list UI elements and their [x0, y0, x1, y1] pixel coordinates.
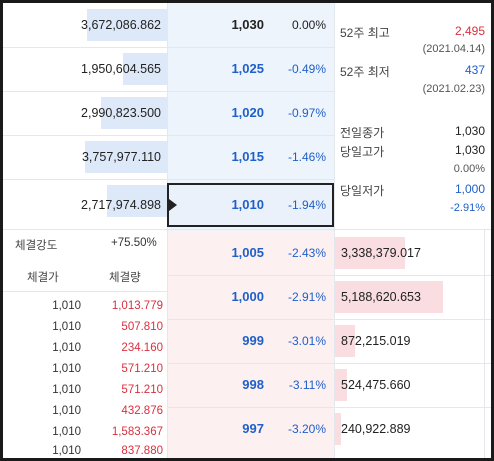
ask-price: 1,020: [231, 105, 264, 120]
bid-price-row[interactable]: 1,005 -2.43%: [167, 231, 334, 275]
trade-row: 1,010 234.160: [3, 338, 167, 359]
strength-label: 체결강도: [15, 240, 58, 252]
ask-price: 1,015: [231, 149, 264, 164]
day-low-label: 당일저가: [340, 184, 385, 198]
bid-volume: 524,475.660: [341, 378, 411, 392]
bid-volume-bar: [335, 325, 355, 357]
trade-price: 1,010: [52, 300, 81, 312]
trade-price: 1,010: [52, 405, 81, 417]
ask-volume: 1,950,604.565: [81, 62, 161, 76]
trade-price-header: 체결가: [27, 272, 59, 284]
trade-price: 1,010: [52, 426, 81, 438]
trade-qty: 571.210: [121, 384, 163, 396]
bid-price: 999: [242, 333, 264, 348]
day-low-value: 1,000: [454, 182, 485, 196]
trade-qty: 571.210: [121, 363, 163, 375]
bid-price: 1,005: [231, 245, 264, 260]
ask-price-row[interactable]: 1,010 -1.94%: [167, 183, 334, 227]
trade-qty: 234.160: [121, 342, 163, 354]
trade-price: 1,010: [52, 384, 81, 396]
bid-volume: 5,188,620.653: [341, 290, 421, 304]
ask-price-row[interactable]: 1,030 0.00%: [167, 3, 334, 47]
week52-low-value: 437: [464, 63, 485, 77]
bid-price-row[interactable]: 999 -3.01%: [167, 319, 334, 363]
trade-price: 1,010: [52, 363, 81, 375]
ask-volume: 3,757,977.110: [81, 150, 161, 164]
trade-qty: 432.876: [121, 405, 163, 417]
trade-qty: 1,583.367: [111, 426, 163, 438]
day-high-pct: 0.00%: [453, 163, 485, 175]
bid-volume-bar: [335, 281, 443, 313]
prev-close-label: 전일종가: [340, 126, 385, 140]
ask-price-row[interactable]: 1,020 -0.97%: [167, 91, 334, 135]
ask-change: 0.00%: [291, 18, 326, 32]
bid-price: 998: [242, 377, 264, 392]
ask-change: -0.49%: [287, 62, 326, 76]
trade-price: 1,010: [52, 445, 81, 457]
ask-change: -0.97%: [287, 106, 326, 120]
orderbook-panel: 3,672,086.862 1,950,604.565 2,990,823.50…: [3, 3, 491, 458]
strength-value: +75.50%: [111, 237, 157, 249]
trade-row: 1,010 571.210: [3, 359, 167, 380]
trade-qty: 507.810: [121, 321, 163, 333]
week52-high-value: 2,495: [454, 24, 485, 38]
bid-price-row[interactable]: 997 -3.20%: [167, 407, 334, 451]
week52-low-date: (2021.02.23): [422, 83, 485, 95]
ask-price: 1,025: [231, 61, 264, 76]
bid-price-row[interactable]: 998 -3.11%: [167, 363, 334, 407]
trade-qty-header: 체결량: [109, 272, 141, 284]
trade-row: 1,010 1,583.367: [3, 422, 167, 443]
trade-qty: 837.880: [121, 445, 163, 457]
ask-volume-bar: [123, 53, 167, 85]
trade-row: 1,010 571.210: [3, 380, 167, 401]
week52-high-label: 52주 최고: [340, 26, 390, 40]
week52-high-date: (2021.04.14): [422, 43, 485, 55]
ask-price: 1,030: [231, 17, 264, 32]
ask-volume: 2,717,974.898: [81, 198, 161, 212]
bid-change: -3.01%: [287, 334, 326, 348]
day-high-label: 당일고가: [340, 145, 385, 159]
ask-volume: 2,990,823.500: [81, 106, 161, 120]
prev-close-value: 1,030: [454, 124, 485, 138]
ask-volume: 3,672,086.862: [81, 18, 161, 32]
trade-price: 1,010: [52, 342, 81, 354]
ask-price: 1,010: [231, 197, 264, 212]
trade-qty: 1,013.779: [111, 300, 163, 312]
ask-volume-bar: [101, 97, 167, 129]
bid-volume-bar: [335, 413, 341, 445]
bid-change: -2.91%: [287, 290, 326, 304]
current-price-highlight: [167, 183, 334, 227]
bid-price: 997: [242, 421, 264, 436]
day-low-pct: -2.91%: [450, 202, 485, 214]
bid-volume: 872,215.019: [341, 334, 411, 348]
ask-price-row[interactable]: 1,015 -1.46%: [167, 135, 334, 179]
bid-change: -3.11%: [288, 378, 326, 392]
trade-row: 1,010 432.876: [3, 401, 167, 422]
day-high-value: 1,030: [454, 143, 485, 157]
bid-price: 1,000: [231, 289, 264, 304]
current-price-arrow-icon: [169, 199, 177, 211]
week52-low-label: 52주 최저: [340, 65, 390, 79]
trade-row: 1,010 507.810: [3, 317, 167, 338]
bid-volume: 3,338,379.017: [341, 246, 421, 260]
ask-volume-bar: [87, 9, 167, 41]
ask-volume-bar: [85, 141, 167, 173]
bid-volume: 240,922.889: [341, 422, 411, 436]
bid-change: -3.20%: [287, 422, 326, 436]
trade-row: 1,010 837.880: [3, 441, 167, 458]
trade-price: 1,010: [52, 321, 81, 333]
bid-price-row[interactable]: 1,000 -2.91%: [167, 275, 334, 319]
bid-volume-bar: [335, 237, 405, 269]
bid-change: -2.43%: [287, 246, 326, 260]
bid-volume-bar: [335, 369, 347, 401]
ask-change: -1.94%: [287, 198, 326, 212]
ask-price-row[interactable]: 1,025 -0.49%: [167, 47, 334, 91]
bid-price-column-bg: [167, 231, 334, 458]
trade-row: 1,010 1,013.779: [3, 296, 167, 317]
ask-volume-bar: [107, 185, 167, 217]
ask-change: -1.46%: [287, 150, 326, 164]
